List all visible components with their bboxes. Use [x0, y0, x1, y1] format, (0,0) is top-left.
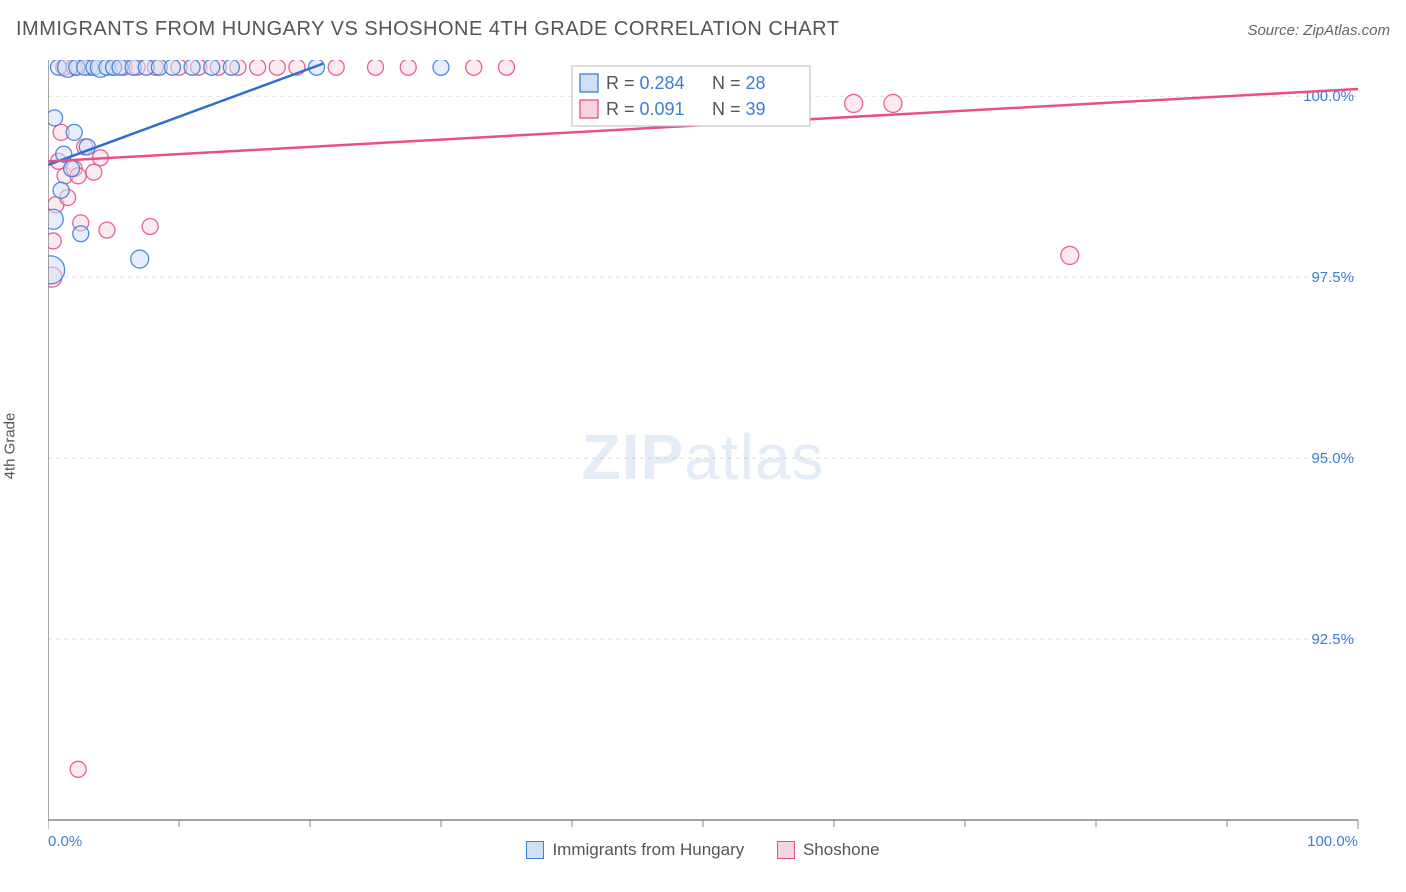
- svg-text:R = 0.091: R = 0.091: [606, 99, 685, 119]
- svg-text:95.0%: 95.0%: [1311, 450, 1354, 467]
- source-label: Source: ZipAtlas.com: [1247, 22, 1390, 39]
- legend-label: Shoshone: [803, 840, 880, 860]
- scatter-chart: 92.5%95.0%97.5%100.0%0.0%100.0%R = 0.284…: [48, 60, 1406, 852]
- legend-item-shoshone: Shoshone: [777, 840, 880, 860]
- legend-item-hungary: Immigrants from Hungary: [526, 840, 744, 860]
- legend: Immigrants from Hungary Shoshone: [0, 840, 1406, 864]
- y-axis-label: 4th Grade: [2, 413, 19, 480]
- chart-area: 92.5%95.0%97.5%100.0%0.0%100.0%R = 0.284…: [48, 60, 1406, 857]
- svg-text:92.5%: 92.5%: [1311, 631, 1354, 648]
- chart-title: IMMIGRANTS FROM HUNGARY VS SHOSHONE 4TH …: [16, 18, 839, 41]
- svg-text:R = 0.284: R = 0.284: [606, 73, 685, 93]
- legend-swatch-icon: [777, 841, 795, 859]
- svg-text:N = 39: N = 39: [712, 99, 766, 119]
- legend-label: Immigrants from Hungary: [552, 840, 744, 860]
- legend-swatch-icon: [526, 841, 544, 859]
- chart-header: IMMIGRANTS FROM HUNGARY VS SHOSHONE 4TH …: [16, 18, 1390, 41]
- svg-text:N = 28: N = 28: [712, 73, 766, 93]
- svg-text:97.5%: 97.5%: [1311, 269, 1354, 286]
